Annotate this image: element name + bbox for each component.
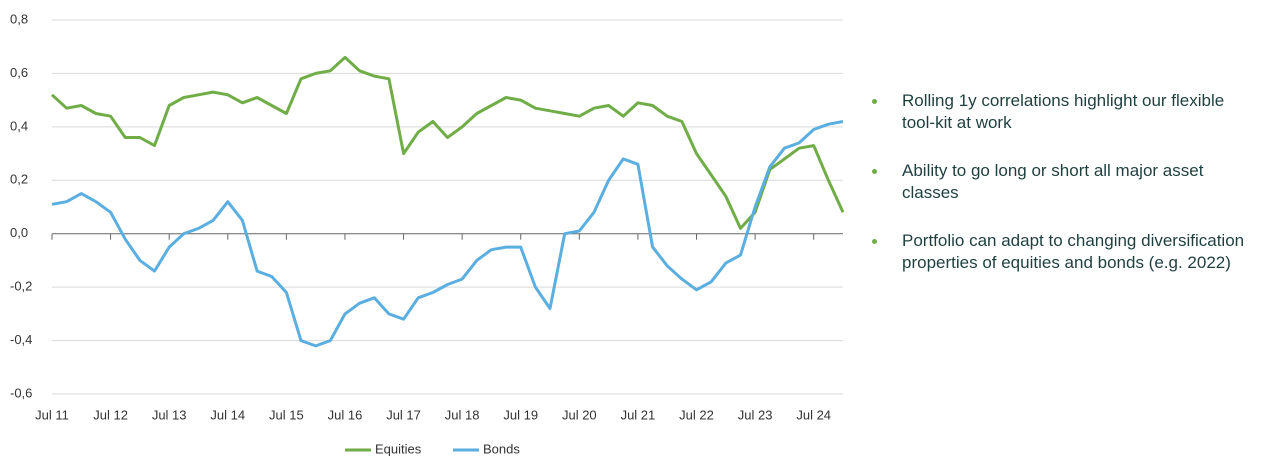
x-tick-label: Jul 15 bbox=[269, 407, 304, 422]
x-tick-label: Jul 12 bbox=[93, 407, 128, 422]
x-tick-label: Jul 18 bbox=[445, 407, 480, 422]
y-tick-label: -0,6 bbox=[10, 385, 32, 400]
x-tick-label: Jul 17 bbox=[386, 407, 421, 422]
legend-label: Equities bbox=[375, 441, 422, 456]
series-line bbox=[50, 55, 845, 230]
y-tick-label: 0,2 bbox=[10, 172, 28, 187]
x-tick-label: Jul 19 bbox=[503, 407, 538, 422]
bullet: Rolling 1y correlations highlight our fl… bbox=[870, 90, 1250, 134]
chart: -0,6 -0,4 -0,2 0,0 0,2 0,4 0,6 0,8 Jul 11 Jul 12 J… bbox=[10, 11, 845, 456]
x-tick-label: Jul 13 bbox=[152, 407, 187, 422]
series-line bbox=[51, 120, 844, 348]
x-tick-label: Jul 11 bbox=[35, 407, 69, 422]
y-tick-label: 0,6 bbox=[10, 65, 28, 80]
y-tick-label: 0,0 bbox=[10, 225, 28, 240]
y-tick-label: -0,4 bbox=[10, 332, 32, 347]
bullet-list: Rolling 1y correlations highlight our fl… bbox=[870, 90, 1250, 300]
x-tick-label: Jul 21 bbox=[621, 407, 656, 422]
legend-label: Bonds bbox=[483, 441, 520, 456]
y-tick-label: -0,2 bbox=[10, 279, 32, 294]
x-tick-label: Jul 20 bbox=[562, 407, 597, 422]
y-tick-label: 0,8 bbox=[10, 11, 28, 26]
bullet: Ability to go long or short all major as… bbox=[870, 160, 1250, 204]
x-tick-label: Jul 23 bbox=[738, 407, 773, 422]
x-tick-label: Jul 14 bbox=[210, 407, 245, 422]
bullet: Portfolio can adapt to changing diversif… bbox=[870, 230, 1250, 274]
x-tick-label: Jul 16 bbox=[328, 407, 363, 422]
y-tick-label: 0,4 bbox=[10, 118, 28, 133]
x-tick-label: Jul 24 bbox=[796, 407, 831, 422]
x-tick-label: Jul 22 bbox=[679, 407, 714, 422]
